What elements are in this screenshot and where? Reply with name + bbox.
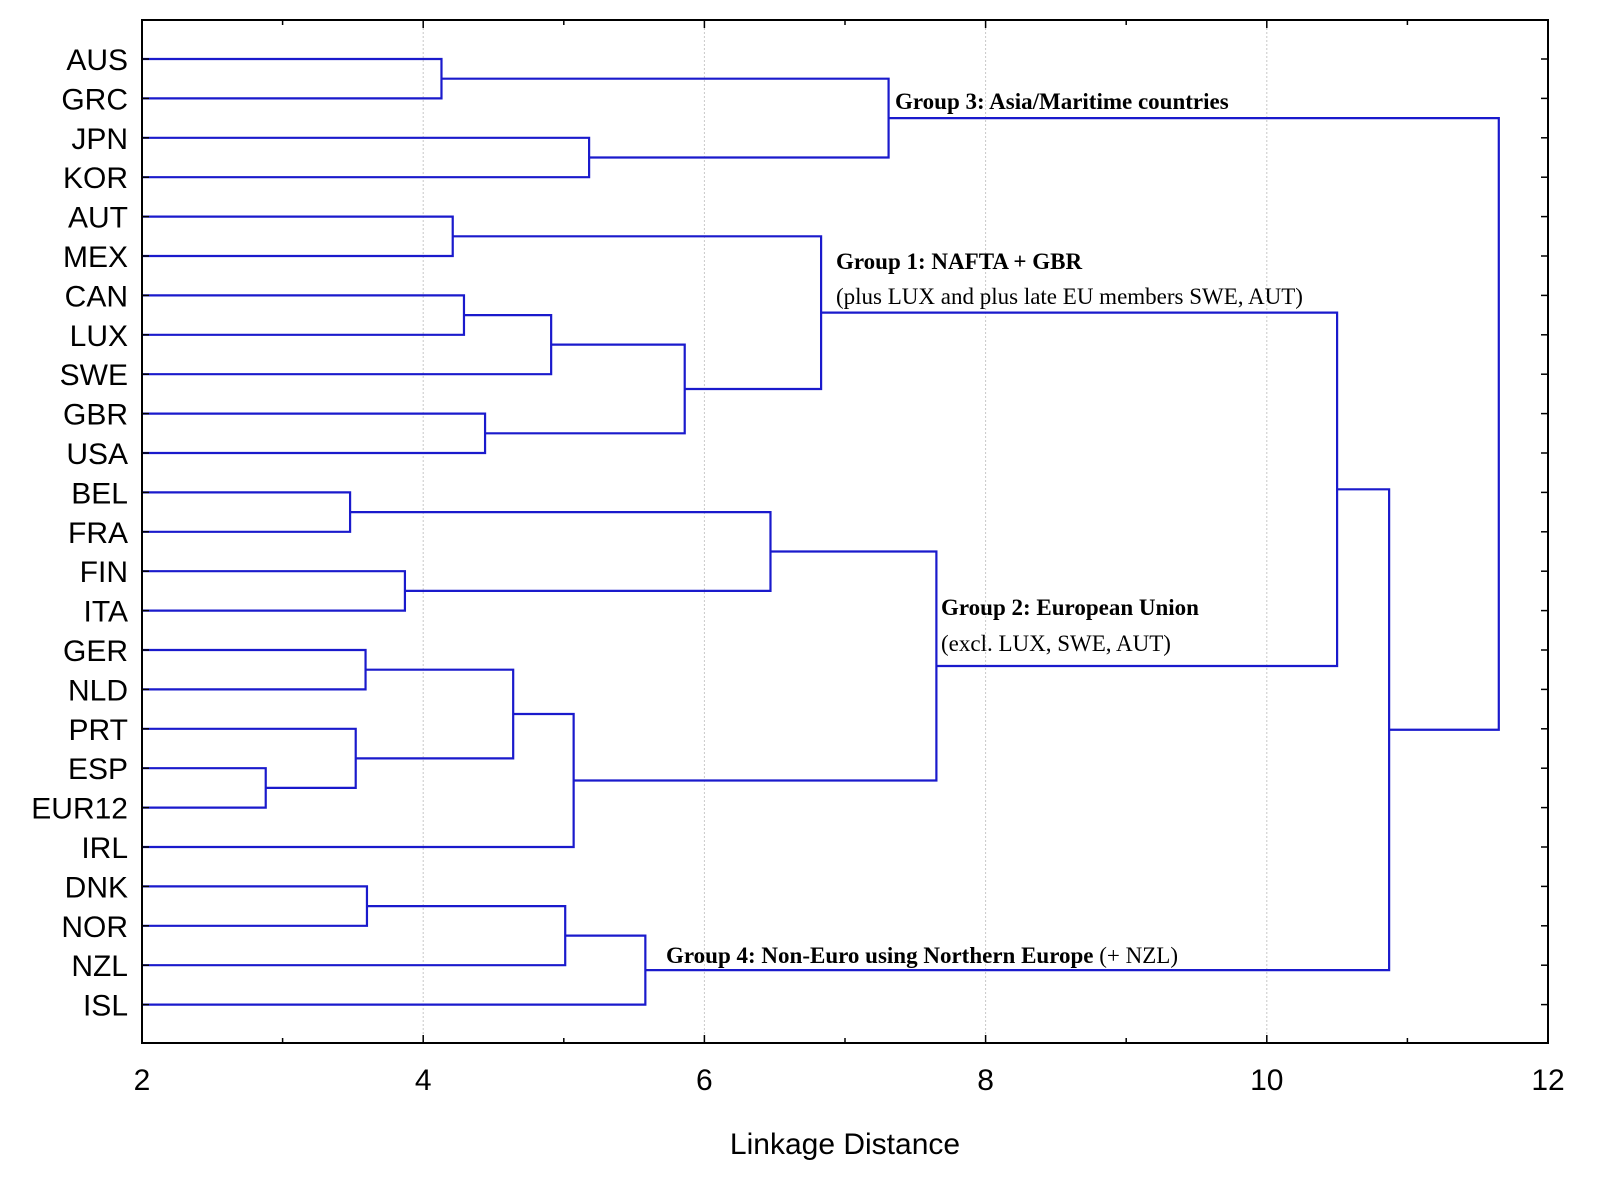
- x-tick-label-2: 2: [134, 1064, 151, 1097]
- leaf-label-aut: AUT: [68, 202, 128, 235]
- leaf-label-nzl: NZL: [71, 950, 128, 983]
- annotation-group2-segment-0: Group 2: European Union: [941, 595, 1199, 620]
- dendrogram-link-m6: [142, 570, 407, 612]
- leaf-label-dnk: DNK: [65, 871, 128, 904]
- dendrogram-link-m13: [142, 905, 567, 967]
- leaf-label-ger: GER: [63, 635, 128, 668]
- dendrogram-link-m4: [142, 648, 367, 691]
- dendrogram-link-m24: [888, 117, 1500, 731]
- axis-ticks: [141, 20, 1549, 1043]
- dendrogram-link-m11: [355, 668, 515, 760]
- dendrogram-link-m9: [142, 294, 466, 336]
- dendrogram-link-m23: [645, 488, 1391, 972]
- leaf-label-gbr: GBR: [63, 399, 128, 432]
- dendrogram-links: [142, 57, 1500, 1006]
- leaf-label-eur12: EUR12: [31, 793, 128, 826]
- annotation-group3: Group 3: Asia/Maritime countries: [895, 89, 1229, 114]
- leaf-label-fra: FRA: [68, 517, 128, 550]
- leaf-label-irl: IRL: [81, 832, 128, 865]
- leaf-label-isl: ISL: [83, 990, 128, 1023]
- x-axis-title: Linkage Distance: [730, 1128, 960, 1161]
- dendrogram-link-m3: [142, 727, 357, 789]
- leaf-label-mex: MEX: [63, 241, 128, 274]
- leaf-label-prt: PRT: [69, 714, 128, 747]
- dendrogram-link-m10: [142, 412, 487, 455]
- dendrogram-link-m12: [142, 314, 553, 376]
- dendrogram-link-m20: [441, 77, 890, 159]
- dendrogram-link-m19: [452, 235, 823, 391]
- leaf-label-jpn: JPN: [71, 123, 128, 156]
- dendrogram-link-m8: [142, 215, 454, 258]
- leaf-label-lux: LUX: [70, 320, 128, 353]
- leaf-label-kor: KOR: [63, 162, 128, 195]
- annotation-group1: Group 1: NAFTA + GBR: [836, 249, 1083, 274]
- dendrogram-link-m2: [142, 491, 352, 533]
- dendrogram-link-m16: [142, 934, 647, 1006]
- annotation-group1-segment-0: Group 1: NAFTA + GBR: [836, 249, 1083, 274]
- annotation-group3-segment-0: Group 3: Asia/Maritime countries: [895, 89, 1229, 114]
- dendrogram-link-m5: [142, 885, 369, 927]
- annotation-group2: Group 2: European Union: [941, 595, 1199, 620]
- group-annotations: Group 3: Asia/Maritime countries Group 1:…: [666, 89, 1303, 968]
- dendrogram-link-m17: [485, 343, 686, 435]
- leaf-label-nor: NOR: [61, 911, 128, 944]
- leaf-labels: AUS GRC JPN KOR AUT MEX CAN LUX SWE GBR USA BEL FRA F…: [31, 44, 128, 1023]
- leaf-label-can: CAN: [65, 280, 128, 313]
- x-tick-label-8: 8: [977, 1064, 994, 1097]
- dendrogram-link-m21: [573, 550, 938, 782]
- x-tick-label-10: 10: [1250, 1064, 1283, 1097]
- dendrogram-link-m15: [142, 136, 591, 179]
- dendrogram-link-m7: [142, 57, 443, 100]
- grid-lines: [422, 20, 1268, 1043]
- leaf-label-ita: ITA: [84, 596, 128, 629]
- annotation-group1-sub-segment-0: (plus LUX and plus late EU members SWE, …: [836, 284, 1303, 309]
- x-tick-label-4: 4: [415, 1064, 432, 1097]
- leaf-label-swe: SWE: [60, 359, 128, 392]
- x-tick-labels: 2 4 6 8 10 12: [134, 1064, 1565, 1097]
- dendrogram-link-m14: [142, 712, 575, 849]
- annotation-group4-segment-0: Group 4: Non-Euro using Northern Europe: [666, 943, 1094, 968]
- annotation-group2-sub-segment-0: (excl. LUX, SWE, AUT): [941, 631, 1171, 656]
- leaf-label-aus: AUS: [66, 44, 128, 77]
- dendrogram-link-m1: [142, 767, 267, 809]
- leaf-label-grc: GRC: [61, 83, 128, 116]
- leaf-label-bel: BEL: [71, 477, 128, 510]
- x-tick-label-12: 12: [1531, 1064, 1564, 1097]
- annotation-group2-sub: (excl. LUX, SWE, AUT): [941, 631, 1171, 656]
- annotation-group4: Group 4: Non-Euro using Northern Europe …: [666, 943, 1178, 968]
- leaf-label-nld: NLD: [68, 674, 128, 707]
- annotation-group1-sub: (plus LUX and plus late EU members SWE, …: [836, 284, 1303, 309]
- leaf-label-esp: ESP: [68, 753, 128, 786]
- leaf-label-fin: FIN: [80, 556, 128, 589]
- leaf-label-usa: USA: [66, 438, 128, 471]
- x-tick-label-6: 6: [696, 1064, 713, 1097]
- dendrogram-link-m18: [350, 511, 772, 592]
- annotation-group4-segment-1: (+ NZL): [1094, 943, 1179, 968]
